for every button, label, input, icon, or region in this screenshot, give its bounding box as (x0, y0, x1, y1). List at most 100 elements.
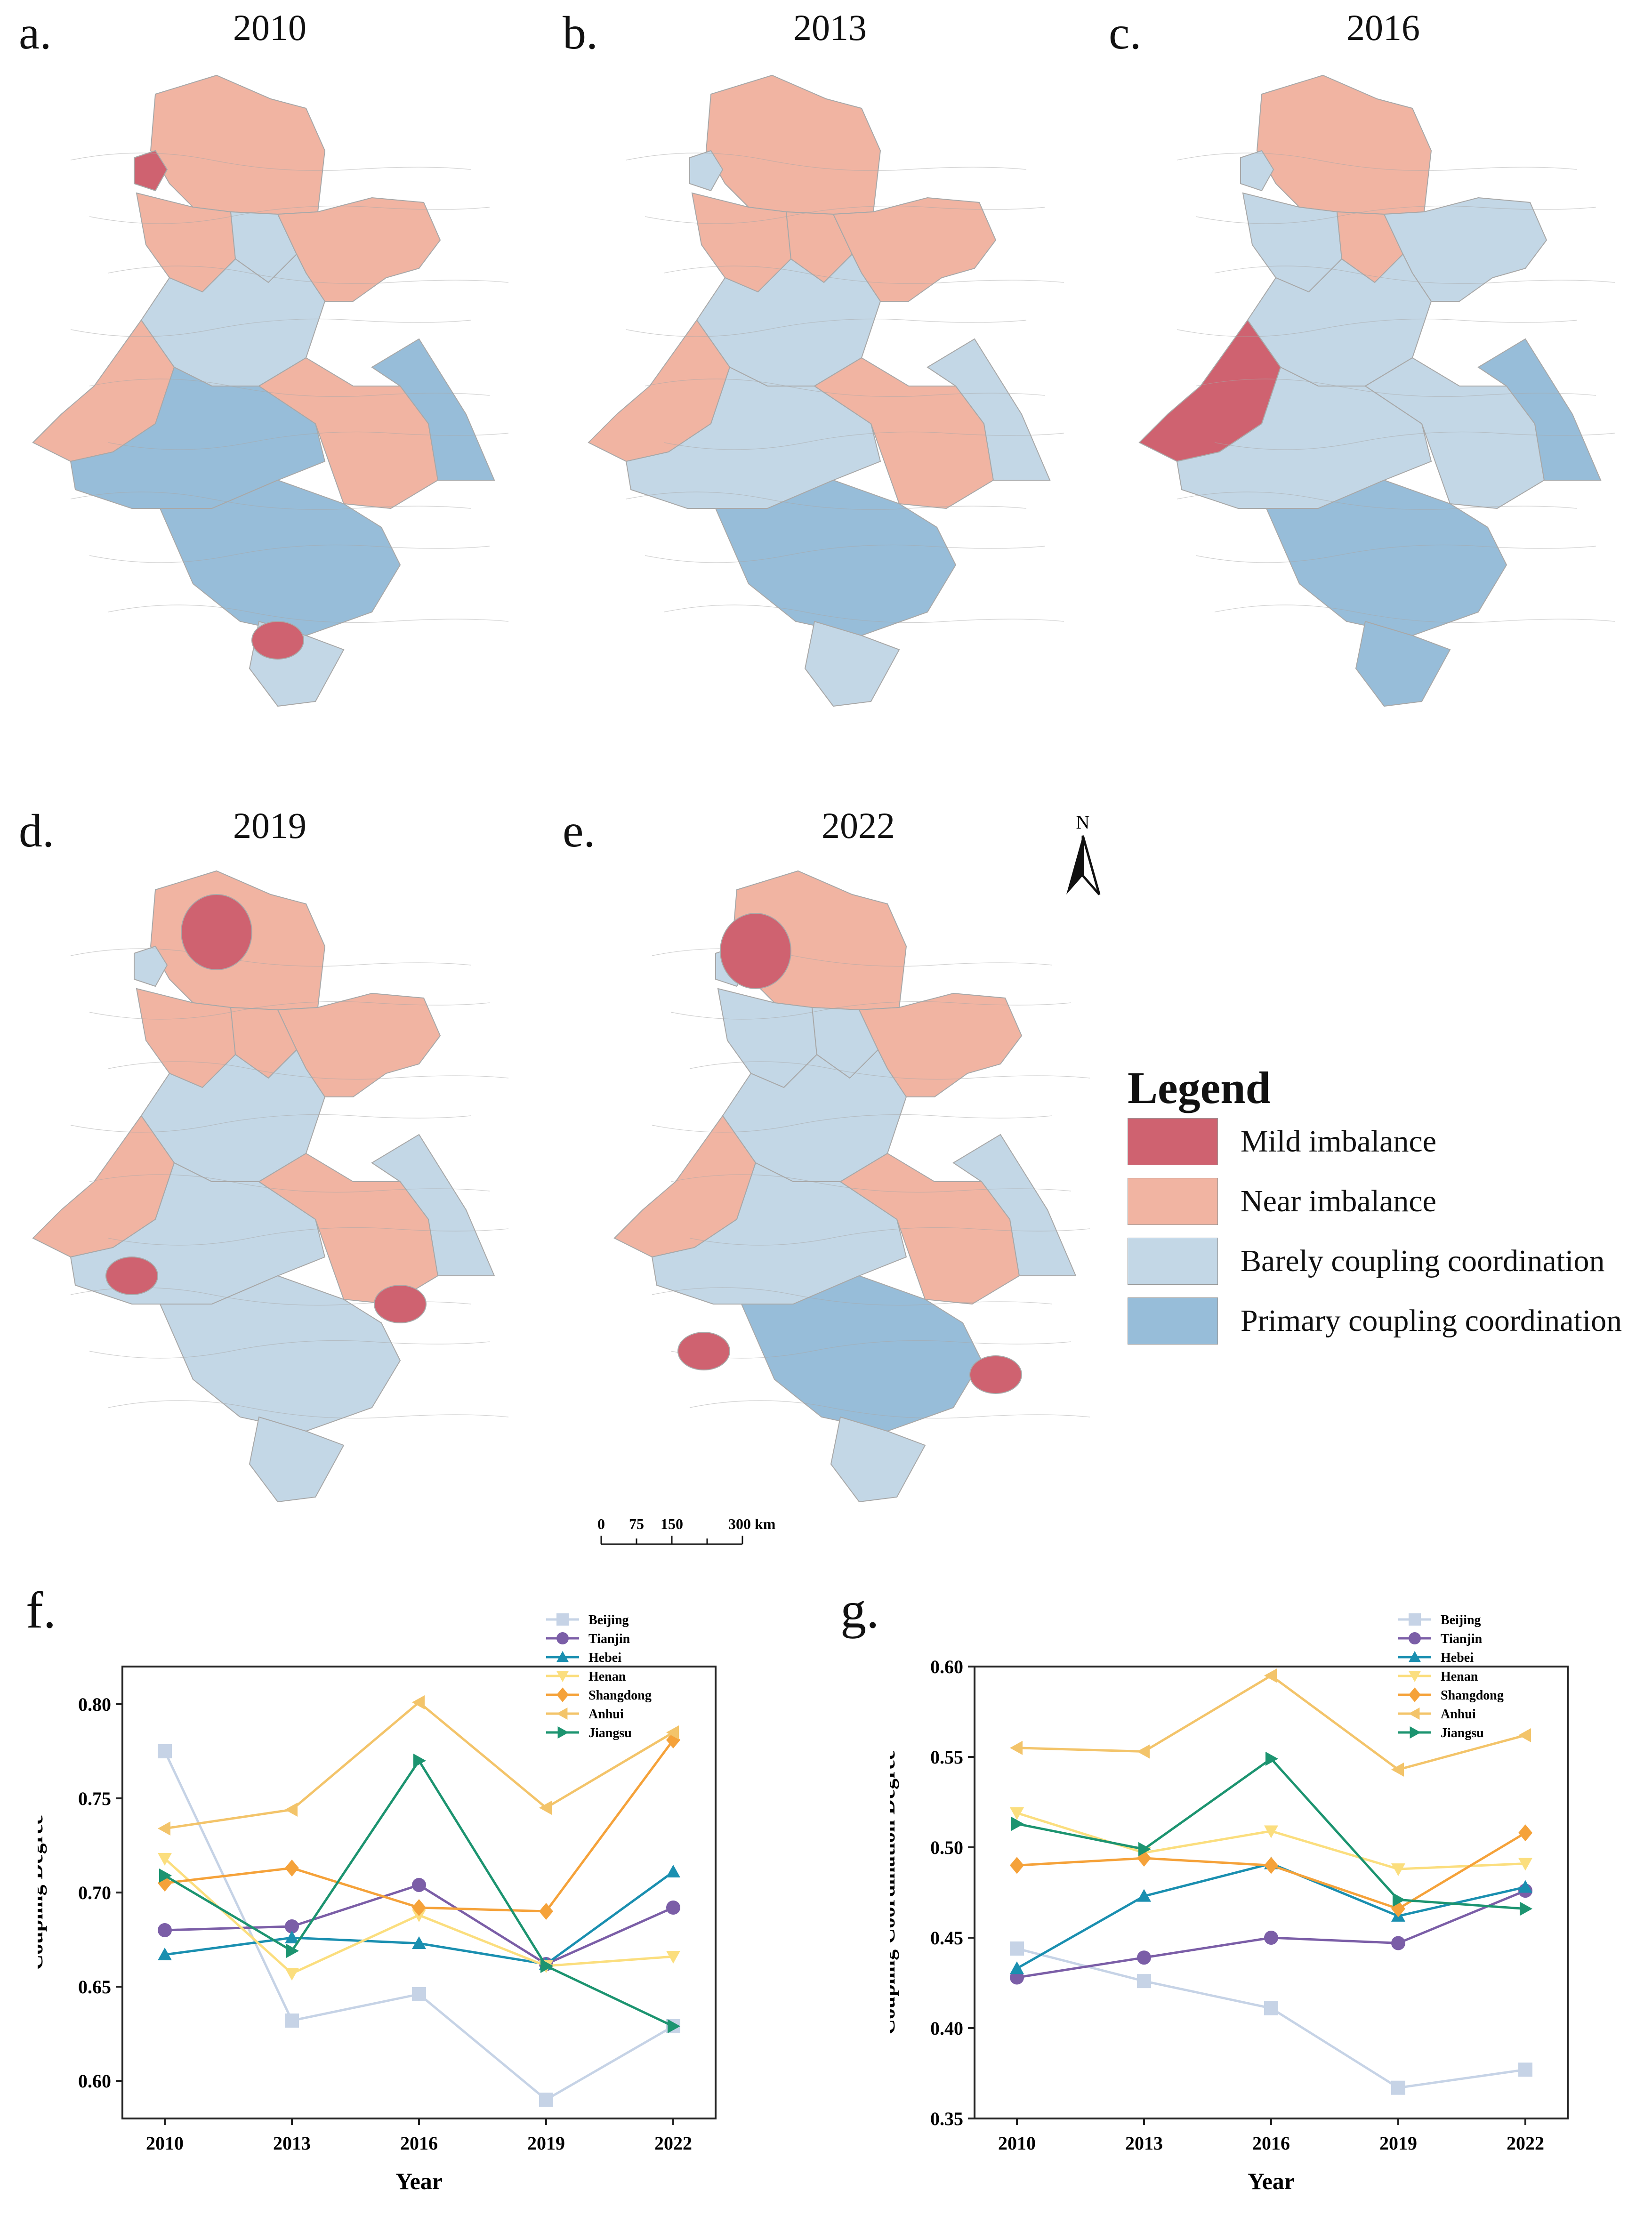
map-2022 (613, 870, 1090, 1503)
legend-entry: Hebei (588, 1651, 621, 1665)
y-tick-label: 0.45 (930, 1927, 963, 1949)
x-tick-label: 2010 (146, 2133, 184, 2154)
panel-letter-a: a. (19, 7, 52, 59)
data-point-hebei (1137, 1889, 1151, 1902)
data-point-tianjin (1391, 1936, 1405, 1950)
legend-entry: Anhui (588, 1707, 624, 1722)
x-tick-label: 2016 (1252, 2133, 1290, 2154)
data-point-jiangsu (1265, 1751, 1278, 1766)
map-region-mild-spot (969, 1355, 1022, 1394)
map-region-bottom (159, 479, 401, 636)
map-boundary-line (108, 266, 509, 284)
data-point-jiangsu (413, 1754, 426, 1768)
map-boundary-line (670, 1001, 1072, 1020)
map-region-tail (1355, 620, 1451, 707)
legend-marker (1409, 1671, 1421, 1682)
data-point-hebei (158, 1948, 172, 1960)
map-boundary-line (89, 1174, 490, 1193)
data-point-shangdong (285, 1860, 299, 1877)
map-boundary-line (1214, 604, 1615, 623)
y-tick-label: 0.75 (78, 1788, 111, 1809)
map-boundary-line (1195, 205, 1596, 224)
data-point-shangdong (539, 1903, 553, 1920)
map-2010 (32, 74, 509, 707)
map-boundary-line (645, 544, 1046, 563)
map-region-nwcity (1240, 150, 1274, 192)
data-point-jiangsu (159, 1869, 172, 1883)
data-point-henan (158, 1853, 172, 1866)
y-tick-label: 0.60 (930, 1656, 963, 1677)
map-region-coast (1477, 338, 1602, 481)
data-point-shangdong (412, 1899, 426, 1916)
legend-item-barely: Barely coupling coordination (1128, 1235, 1604, 1287)
data-point-beijing (412, 1987, 426, 2001)
y-tick-label: 0.40 (930, 2018, 963, 2039)
data-point-beijing (1264, 2001, 1278, 2015)
map-boundary-line (108, 1061, 509, 1080)
legend-marker (556, 1613, 569, 1626)
scale-tick: 150 (661, 1515, 683, 1532)
map-boundary-line (1177, 318, 1578, 337)
x-tick-label: 2019 (1379, 2133, 1417, 2154)
map-boundary-line (689, 1061, 1090, 1080)
data-point-tianjin (158, 1923, 172, 1937)
data-point-shangdong (1518, 1824, 1532, 1842)
data-point-anhui (539, 1801, 552, 1815)
panel-letter-d: d. (19, 805, 54, 857)
legend-swatch-near (1128, 1178, 1218, 1225)
map-region-north (1256, 74, 1432, 215)
scale-bar: 0 75 150 300 km (597, 1515, 776, 1545)
data-point-tianjin (1264, 1931, 1278, 1945)
x-tick-label: 2010 (998, 2133, 1036, 2154)
y-tick-label: 0.70 (78, 1882, 111, 1903)
panel-year-d: 2019 (233, 805, 306, 846)
map-region-bottom (1265, 479, 1507, 636)
data-point-anhui (1264, 1668, 1277, 1683)
map-boundary-line (645, 379, 1046, 397)
legend-marker (1409, 1613, 1421, 1626)
data-point-tianjin (666, 1901, 680, 1915)
legend-label-barely: Barely coupling coordination (1241, 1244, 1605, 1278)
legend-entry: Shangdong (1441, 1688, 1504, 1703)
legend-label-mild: Mild imbalance (1241, 1124, 1437, 1159)
legend-entry: Hebei (1441, 1651, 1474, 1665)
data-point-beijing (1518, 2062, 1532, 2077)
legend-entry: Tianjin (588, 1632, 630, 1646)
map-boundary-line (89, 1340, 490, 1359)
y-axis-label: Coupling Coordination Degree (890, 1750, 899, 2035)
map-boundary-line (108, 604, 509, 623)
map-region-nwcity (134, 150, 168, 192)
data-point-tianjin (412, 1878, 426, 1892)
y-axis-label: Coupling Degree (38, 1815, 47, 1970)
data-point-henan (666, 1951, 680, 1964)
data-point-henan (1010, 1807, 1024, 1820)
map-boundary-line (70, 491, 471, 510)
legend-label-primary: Primary coupling coordination (1241, 1304, 1622, 1338)
map-boundary-line (1195, 544, 1596, 563)
y-tick-label: 0.50 (930, 1837, 963, 1858)
map-region-mild-spot (374, 1285, 427, 1323)
x-tick-label: 2022 (654, 2133, 692, 2154)
coupling-degree-chart: 0.60 0.65 0.70 0.75 0.80 2010 2013 2016 2019 2022… (38, 1613, 717, 2194)
legend-marker (556, 1632, 569, 1644)
legend-item-near: Near imbalance (1128, 1176, 1436, 1227)
data-point-beijing (285, 2014, 299, 2028)
map-region-mild-spot (251, 621, 304, 660)
x-tick-label: 2022 (1507, 2133, 1544, 2154)
map-boundary-line (70, 1114, 471, 1133)
data-point-anhui (285, 1803, 298, 1817)
legend-entry: Jiangsu (588, 1726, 632, 1740)
map-region-bottom (159, 1275, 401, 1432)
y-tick-label: 0.55 (930, 1747, 963, 1768)
legend-marker (1409, 1651, 1421, 1662)
panel-letter-b: b. (563, 7, 598, 59)
map-region-mild-spot (677, 1332, 730, 1370)
map-boundary-line (626, 491, 1027, 510)
data-point-beijing (1137, 1974, 1151, 1989)
y-tick-label: 0.80 (78, 1694, 111, 1715)
data-point-jiangsu (1393, 1893, 1405, 1907)
map-boundary-line (652, 1114, 1053, 1133)
map-boundary-line (1177, 491, 1578, 510)
x-tick-label: 2016 (400, 2133, 438, 2154)
map-2016 (1138, 74, 1615, 707)
